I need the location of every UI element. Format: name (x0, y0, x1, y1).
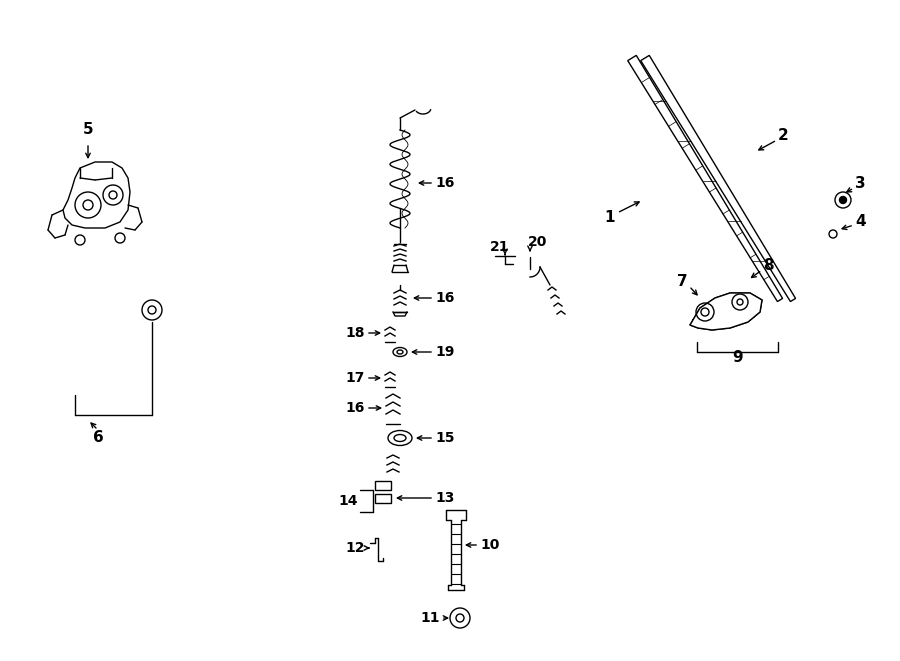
Text: 4: 4 (855, 215, 866, 229)
Text: 5: 5 (83, 122, 94, 137)
Text: 16: 16 (346, 401, 365, 415)
Text: 7: 7 (678, 274, 688, 290)
Text: 16: 16 (435, 176, 454, 190)
Text: 19: 19 (435, 345, 454, 359)
Text: 1: 1 (605, 210, 615, 225)
Text: 12: 12 (346, 541, 365, 555)
Text: 21: 21 (491, 240, 509, 254)
Polygon shape (641, 56, 796, 301)
Text: 8: 8 (763, 258, 774, 272)
Text: 15: 15 (435, 431, 454, 445)
Text: 17: 17 (346, 371, 365, 385)
Text: 16: 16 (435, 291, 454, 305)
Text: 20: 20 (528, 235, 547, 249)
Text: 18: 18 (346, 326, 365, 340)
Polygon shape (63, 162, 130, 228)
Bar (375, 481, 391, 490)
Polygon shape (627, 56, 783, 301)
Text: 9: 9 (733, 350, 743, 366)
Text: 10: 10 (480, 538, 500, 552)
Text: 14: 14 (338, 494, 358, 508)
Circle shape (840, 196, 847, 204)
Text: 11: 11 (420, 611, 440, 625)
Bar (375, 494, 391, 503)
Text: 6: 6 (93, 430, 104, 446)
Polygon shape (690, 293, 762, 330)
Text: 13: 13 (435, 491, 454, 505)
Text: 3: 3 (855, 176, 866, 190)
Text: 2: 2 (778, 128, 788, 143)
